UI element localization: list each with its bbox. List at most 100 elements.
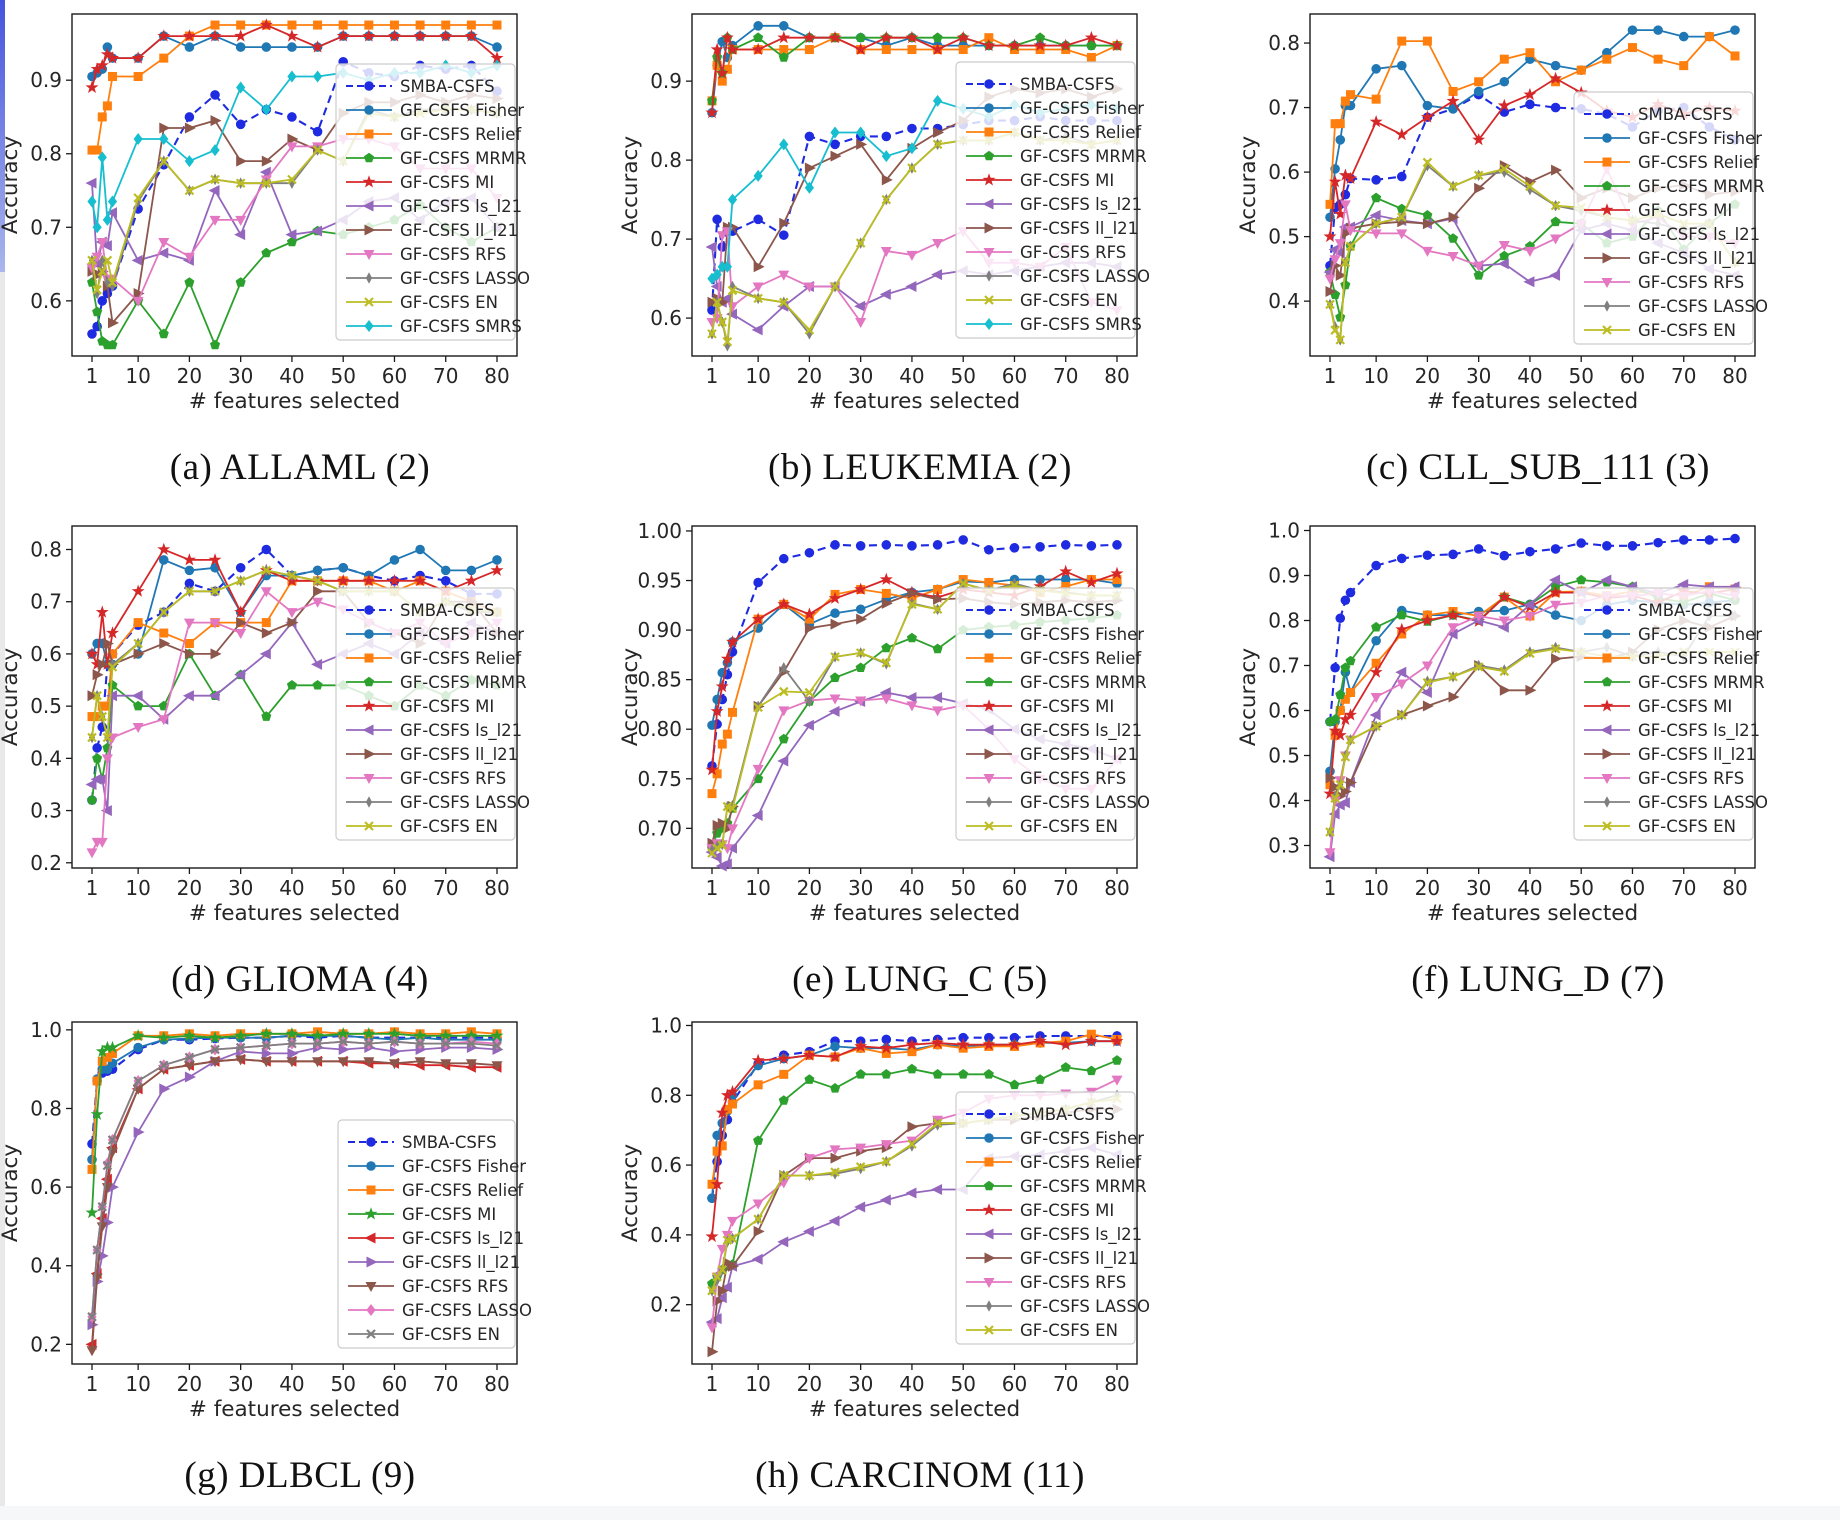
svg-text:SMBA-CSFS: SMBA-CSFS	[402, 1133, 497, 1152]
svg-text:30: 30	[228, 1372, 253, 1396]
svg-text:40: 40	[1517, 876, 1542, 900]
series-GF-CSFS MI	[85, 18, 504, 93]
svg-text:Accuracy: Accuracy	[1238, 648, 1261, 746]
svg-text:GF-CSFS EN: GF-CSFS EN	[1020, 1321, 1118, 1340]
svg-text:0.9: 0.9	[1268, 564, 1300, 588]
svg-text:70: 70	[433, 876, 458, 900]
legend: SMBA-CSFS GF-CSFS Fisher GF-CSFS Relief GF-…	[1573, 587, 1768, 841]
svg-text:40: 40	[899, 876, 924, 900]
svg-text:GF-CSFS MRMR: GF-CSFS MRMR	[1020, 1177, 1147, 1196]
svg-text:# features selected: # features selected	[189, 389, 400, 414]
svg-text:60: 60	[382, 1372, 407, 1396]
svg-text:# features selected: # features selected	[1427, 389, 1638, 414]
svg-text:# features selected: # features selected	[1427, 901, 1638, 926]
svg-text:# features selected: # features selected	[809, 389, 1020, 414]
series-GF-CSFS MI	[85, 1027, 504, 1219]
svg-text:GF-CSFS MI: GF-CSFS MI	[1020, 171, 1114, 190]
window-left-edge-blue	[0, 0, 5, 272]
svg-text:GF-CSFS EN: GF-CSFS EN	[1020, 817, 1118, 836]
x-axis: 1 10 20 30 40 50 60 70 80 # features selected	[1324, 356, 1748, 414]
svg-text:70: 70	[433, 364, 458, 388]
svg-text:80: 80	[1104, 1372, 1129, 1396]
svg-text:50: 50	[330, 364, 355, 388]
svg-text:GF-CSFS LASSO: GF-CSFS LASSO	[402, 1301, 532, 1320]
svg-text:10: 10	[745, 1372, 770, 1396]
svg-text:0.8: 0.8	[1268, 31, 1300, 55]
svg-text:GF-CSFS Fisher: GF-CSFS Fisher	[400, 625, 524, 644]
svg-text:60: 60	[1002, 1372, 1027, 1396]
svg-text:0.2: 0.2	[650, 1293, 682, 1317]
x-axis: 1 10 20 30 40 50 60 70 80 # features selected	[706, 356, 1130, 414]
svg-text:GF-CSFS MRMR: GF-CSFS MRMR	[1638, 177, 1765, 196]
svg-text:GF-CSFS ls_l21: GF-CSFS ls_l21	[1638, 721, 1760, 741]
chart-canvas-leukemia: 1 10 20 30 40 50 60 70 80 # features selected 0.6 0…	[618, 0, 1220, 430]
chart-svg: 1 10 20 30 40 50 60 70 80# features selected0.40…	[1236, 13, 1768, 414]
subplot-h-carcinom: 1 10 20 30 40 50 60 70 80 # features selected 0.2 0…	[618, 1008, 1220, 1497]
svg-text:1: 1	[706, 364, 719, 388]
svg-text:# features selected: # features selected	[809, 1397, 1020, 1422]
svg-text:GF-CSFS LASSO: GF-CSFS LASSO	[400, 269, 530, 288]
svg-text:GF-CSFS SMRS: GF-CSFS SMRS	[1020, 315, 1142, 334]
svg-text:GF-CSFS ls_l21: GF-CSFS ls_l21	[1020, 195, 1142, 215]
svg-text:50: 50	[950, 1372, 975, 1396]
chart-canvas-dlbcl: 1 10 20 30 40 50 60 70 80 # features selected 0.2 0…	[0, 1008, 600, 1438]
svg-text:GF-CSFS Fisher: GF-CSFS Fisher	[1020, 99, 1144, 118]
svg-text:GF-CSFS Fisher: GF-CSFS Fisher	[1638, 129, 1762, 148]
legend: SMBA-CSFS GF-CSFS Fisher GF-CSFS Relief GF-…	[955, 1091, 1150, 1345]
svg-text:40: 40	[279, 876, 304, 900]
svg-text:GF-CSFS ll_l21: GF-CSFS ll_l21	[1638, 745, 1756, 765]
svg-text:0.80: 0.80	[637, 717, 682, 741]
svg-text:0.85: 0.85	[637, 668, 682, 692]
svg-text:GF-CSFS Relief: GF-CSFS Relief	[400, 125, 522, 144]
svg-text:0.8: 0.8	[30, 1096, 62, 1120]
svg-text:GF-CSFS Fisher: GF-CSFS Fisher	[402, 1157, 526, 1176]
x-axis: 1 10 20 30 40 50 60 70 80 # features selected	[86, 356, 510, 414]
svg-text:20: 20	[797, 364, 822, 388]
chart-svg: 1 10 20 30 40 50 60 70 80# features selected0.20…	[0, 525, 530, 926]
svg-text:GF-CSFS ls_l21: GF-CSFS ls_l21	[402, 1229, 524, 1249]
subplot-g-caption: (g) DLBCL (9)	[184, 1455, 416, 1496]
svg-text:0.2: 0.2	[30, 1332, 62, 1356]
svg-text:30: 30	[228, 876, 253, 900]
svg-text:GF-CSFS Fisher: GF-CSFS Fisher	[1020, 625, 1144, 644]
svg-text:GF-CSFS ls_l21: GF-CSFS ls_l21	[1020, 721, 1142, 741]
svg-text:GF-CSFS LASSO: GF-CSFS LASSO	[1638, 297, 1768, 316]
svg-text:50: 50	[1568, 876, 1593, 900]
svg-text:30: 30	[228, 364, 253, 388]
svg-text:GF-CSFS EN: GF-CSFS EN	[402, 1325, 500, 1344]
svg-text:1: 1	[706, 1372, 719, 1396]
chart-canvas-allaml: 1 10 20 30 40 50 60 70 80 # features selected 0.6 0…	[0, 0, 600, 430]
svg-text:Accuracy: Accuracy	[1238, 136, 1261, 234]
window-bottom-bar	[0, 1506, 1840, 1520]
svg-text:60: 60	[382, 364, 407, 388]
chart-canvas-lung-d: 1 10 20 30 40 50 60 70 80 # features selected 0.3 0…	[1236, 512, 1838, 942]
svg-text:0.5: 0.5	[30, 694, 62, 718]
svg-text:60: 60	[1002, 364, 1027, 388]
y-axis: 0.70 0.75 0.80 0.85 0.90 0.95 1.00 Accuracy	[618, 519, 692, 840]
svg-text:0.8: 0.8	[30, 537, 62, 561]
legend: SMBA-CSFS GF-CSFS Fisher GF-CSFS Relief GF-…	[335, 63, 530, 341]
svg-text:GF-CSFS RFS: GF-CSFS RFS	[400, 245, 506, 264]
svg-text:GF-CSFS SMRS: GF-CSFS SMRS	[400, 317, 522, 336]
subplot-a-allaml: 1 10 20 30 40 50 60 70 80 # features selected 0.6 0…	[0, 0, 600, 489]
svg-text:GF-CSFS LASSO: GF-CSFS LASSO	[1020, 793, 1150, 812]
svg-text:1: 1	[86, 364, 99, 388]
x-axis: 1 10 20 30 40 50 60 70 80 # features selected	[86, 1364, 510, 1422]
y-axis: 0.2 0.4 0.6 0.8 1.0 Accuracy	[618, 1013, 692, 1317]
subplot-g-dlbcl: 1 10 20 30 40 50 60 70 80 # features selected 0.2 0…	[0, 1008, 600, 1497]
svg-text:0.8: 0.8	[650, 148, 682, 172]
svg-text:60: 60	[1620, 364, 1645, 388]
svg-text:1.0: 1.0	[30, 1018, 62, 1042]
svg-text:GF-CSFS Relief: GF-CSFS Relief	[1638, 649, 1760, 668]
svg-text:Accuracy: Accuracy	[0, 648, 23, 746]
svg-text:GF-CSFS ls_l21: GF-CSFS ls_l21	[1020, 1225, 1142, 1245]
svg-text:GF-CSFS MI: GF-CSFS MI	[1638, 697, 1732, 716]
svg-text:0.3: 0.3	[1268, 834, 1300, 858]
svg-text:0.6: 0.6	[650, 1153, 682, 1177]
svg-text:GF-CSFS ll_l21: GF-CSFS ll_l21	[402, 1253, 520, 1273]
svg-text:GF-CSFS Relief: GF-CSFS Relief	[1020, 123, 1142, 142]
chart-svg: 1 10 20 30 40 50 60 70 80 # features selected 0.70…	[618, 519, 1150, 926]
svg-text:1.0: 1.0	[650, 1013, 682, 1037]
svg-text:30: 30	[848, 1372, 873, 1396]
legend: SMBA-CSFS GF-CSFS Fisher GF-CSFS Relief GF-…	[955, 61, 1150, 339]
